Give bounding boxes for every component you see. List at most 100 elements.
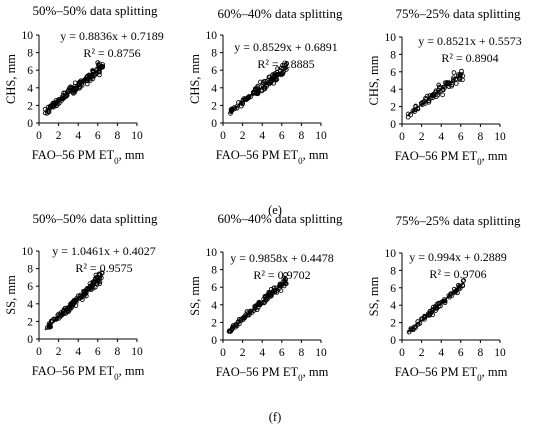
chart-title: 60%–40% data splitting: [218, 211, 343, 226]
data-point: [433, 305, 439, 310]
chart-panel-1: 50%–50% data splitting 0 2 4 6 8 10 0 2 4 6 8 10 FAO–…: [4, 3, 164, 166]
trendline: [44, 65, 104, 113]
x-tick-label: 4: [259, 347, 265, 359]
data-point: [90, 68, 95, 73]
x-tick-label: 4: [259, 130, 265, 142]
data-point: [72, 80, 78, 86]
data-point: [241, 314, 247, 320]
x-tick-label: 6: [279, 347, 285, 359]
x-tick-label: 0: [220, 347, 226, 359]
x-tick-label: 2: [240, 347, 246, 359]
data-point: [423, 95, 428, 101]
y-tick-label: 10: [22, 30, 34, 42]
x-axis-label: FAO–56 PM ET0, mm: [32, 148, 145, 166]
x-tick-label: 6: [95, 346, 101, 358]
data-point: [247, 309, 253, 315]
x-tick-label: 0: [36, 346, 42, 358]
y-tick-label: 0: [211, 335, 217, 347]
x-tick-label: 2: [56, 346, 62, 358]
data-point: [266, 290, 272, 295]
x-tick-label: 8: [478, 347, 484, 359]
trendline-equation: y = 0.8529x + 0.6891: [234, 40, 338, 54]
panel-label-f: (f): [269, 410, 282, 424]
data-point: [281, 275, 286, 281]
x-tick-label: 2: [240, 130, 246, 142]
data-point: [45, 325, 50, 330]
data-point: [238, 317, 244, 322]
data-point: [97, 61, 102, 66]
data-point: [232, 323, 237, 329]
data-point: [410, 108, 416, 114]
data-point: [430, 304, 436, 310]
data-point: [84, 293, 89, 299]
y-axis-label: SS, mm: [367, 276, 381, 316]
y-tick-label: 10: [206, 30, 218, 42]
y-axis-label: SS, mm: [4, 275, 18, 315]
y-tick-label: 6: [211, 65, 217, 77]
x-tick-label: 8: [299, 347, 305, 359]
data-point: [257, 300, 263, 306]
y-tick-label: 8: [390, 49, 396, 61]
x-tick-label: 0: [399, 347, 405, 359]
x-tick-label: 10: [131, 346, 143, 358]
y-tick-label: 4: [27, 299, 33, 311]
data-point: [441, 84, 446, 90]
chart-title: 75%–25% data splitting: [396, 6, 521, 21]
x-tick-label: 4: [75, 130, 81, 142]
y-tick-label: 8: [390, 265, 396, 277]
x-tick-label: 8: [299, 130, 305, 142]
x-tick-label: 10: [315, 130, 327, 142]
y-tick-label: 4: [211, 300, 217, 312]
data-point: [442, 300, 448, 306]
data-point: [264, 295, 270, 301]
data-point: [420, 316, 425, 322]
trendline: [407, 71, 465, 116]
data-point: [77, 81, 82, 87]
data-point: [451, 70, 457, 75]
data-point: [54, 100, 60, 106]
chart-title: 50%–50% data splitting: [33, 211, 158, 226]
trendline-equation: y = 0.8836x + 0.7189: [60, 29, 164, 43]
data-point: [413, 103, 418, 109]
x-tick-label: 4: [438, 347, 444, 359]
data-point: [88, 78, 93, 83]
y-tick-label: 6: [211, 282, 217, 294]
y-tick-label: 8: [27, 264, 33, 276]
data-point: [87, 286, 92, 292]
data-point: [44, 110, 50, 116]
trendline: [228, 279, 288, 332]
trendline-equation: y = 0.8521x + 0.5573: [418, 34, 522, 48]
x-tick-label: 10: [494, 131, 506, 143]
y-tick-label: 2: [211, 100, 217, 112]
data-point: [82, 289, 88, 294]
data-point: [90, 279, 96, 285]
chart-panel-3: 75%–25% data splitting 0 2 4 6 8 10 0 2 4 6 8 10 FAO–…: [367, 6, 522, 167]
y-tick-label: 6: [390, 283, 396, 295]
data-point: [272, 287, 278, 293]
y-axis-label: SS, mm: [188, 276, 202, 316]
r-squared-label: R² = 0.9706: [429, 267, 486, 281]
x-tick-label: 10: [315, 347, 327, 359]
x-tick-label: 4: [438, 131, 444, 143]
chart-title: 60%–40% data splitting: [218, 6, 343, 21]
data-point: [72, 89, 77, 95]
chart-panel-2: 60%–40% data splitting 0 2 4 6 8 10 0 2 4 6 8 10 FAO–…: [188, 6, 343, 166]
data-point: [95, 275, 100, 280]
x-axis-label: FAO–56 PM ET0, mm: [395, 149, 508, 167]
x-tick-label: 2: [56, 130, 62, 142]
x-tick-label: 6: [458, 347, 464, 359]
y-tick-label: 10: [206, 247, 218, 259]
data-point: [252, 90, 257, 96]
x-tick-label: 6: [458, 131, 464, 143]
y-tick-label: 2: [211, 317, 217, 329]
data-point: [73, 297, 79, 303]
data-point: [405, 111, 411, 117]
data-point: [97, 275, 103, 280]
trendline: [228, 67, 288, 113]
y-tick-label: 2: [27, 100, 33, 112]
data-point: [440, 92, 445, 98]
data-point: [274, 72, 280, 78]
y-tick-label: 4: [211, 83, 217, 95]
x-tick-label: 6: [95, 130, 101, 142]
